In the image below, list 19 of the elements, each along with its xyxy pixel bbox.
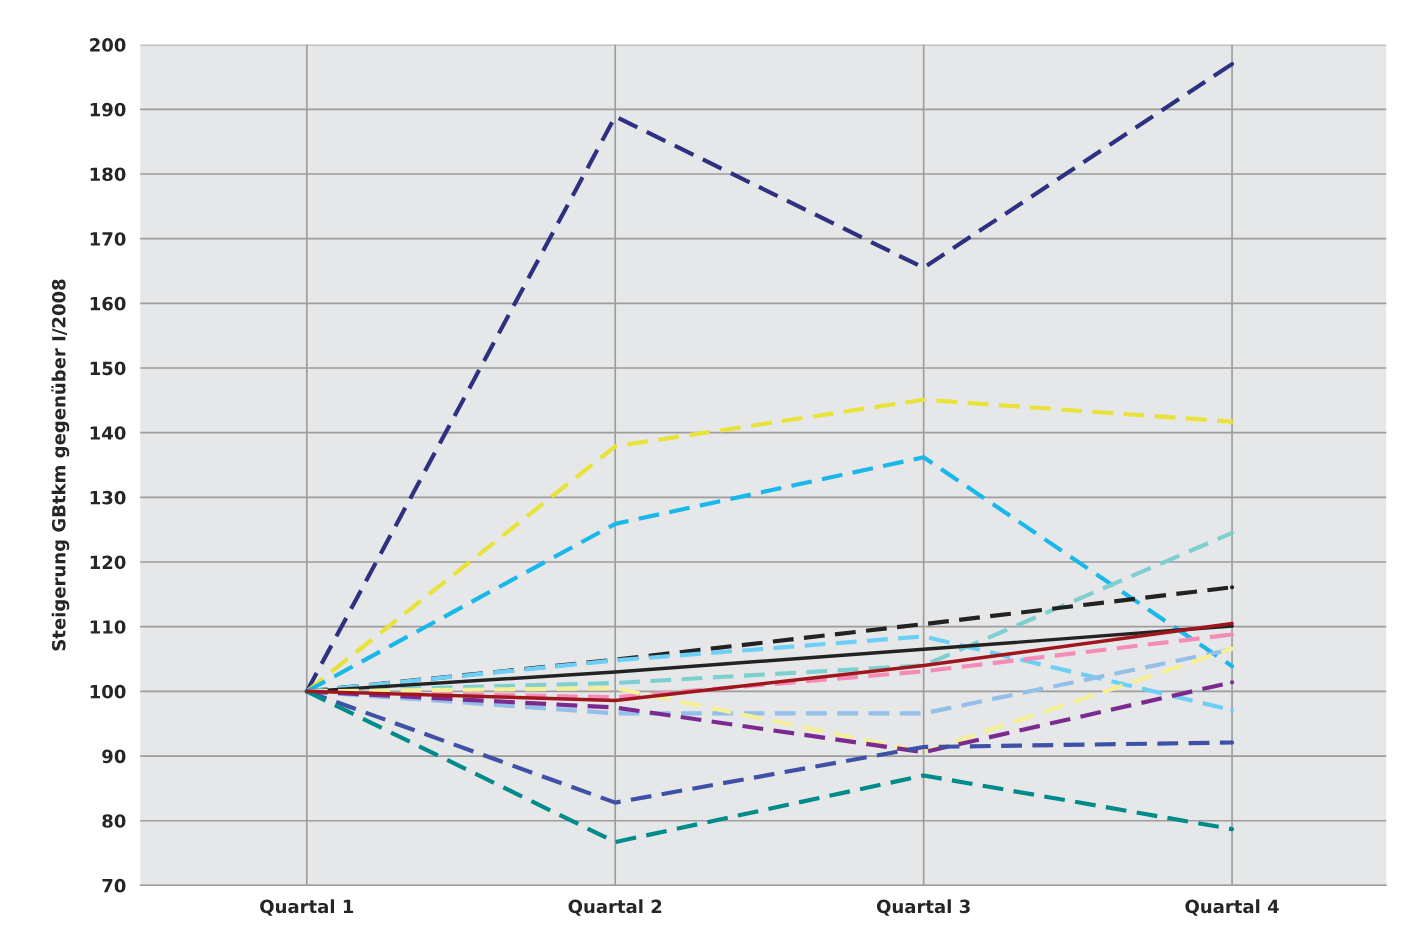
y-tick-label: 100 [90, 684, 126, 699]
y-tick-label: 190 [90, 102, 126, 117]
y-tick-label: 200 [90, 38, 126, 52]
y-tick-label: 170 [90, 232, 126, 246]
y-axis-title: Steigerung GBtkm gegenüber I/2008 [51, 279, 70, 651]
x-tick-label: Quartal 1 [260, 899, 354, 916]
y-tick-label: 80 [102, 814, 126, 828]
y-tick-label: 90 [102, 749, 126, 764]
y-tick-label: 70 [102, 878, 126, 893]
y-tick-label: 140 [90, 426, 126, 440]
y-tick-label: 160 [90, 296, 126, 311]
y-tick-label: 120 [90, 555, 126, 570]
x-tick-label: Quartal 4 [1185, 899, 1279, 916]
y-tick-label: 180 [90, 167, 126, 182]
y-tick-label: 150 [90, 361, 126, 376]
x-tick-label: Quartal 3 [876, 899, 970, 916]
y-tick-label: 110 [90, 620, 126, 634]
y-tick-label: 130 [90, 490, 126, 505]
x-tick-label: Quartal 2 [568, 899, 662, 916]
